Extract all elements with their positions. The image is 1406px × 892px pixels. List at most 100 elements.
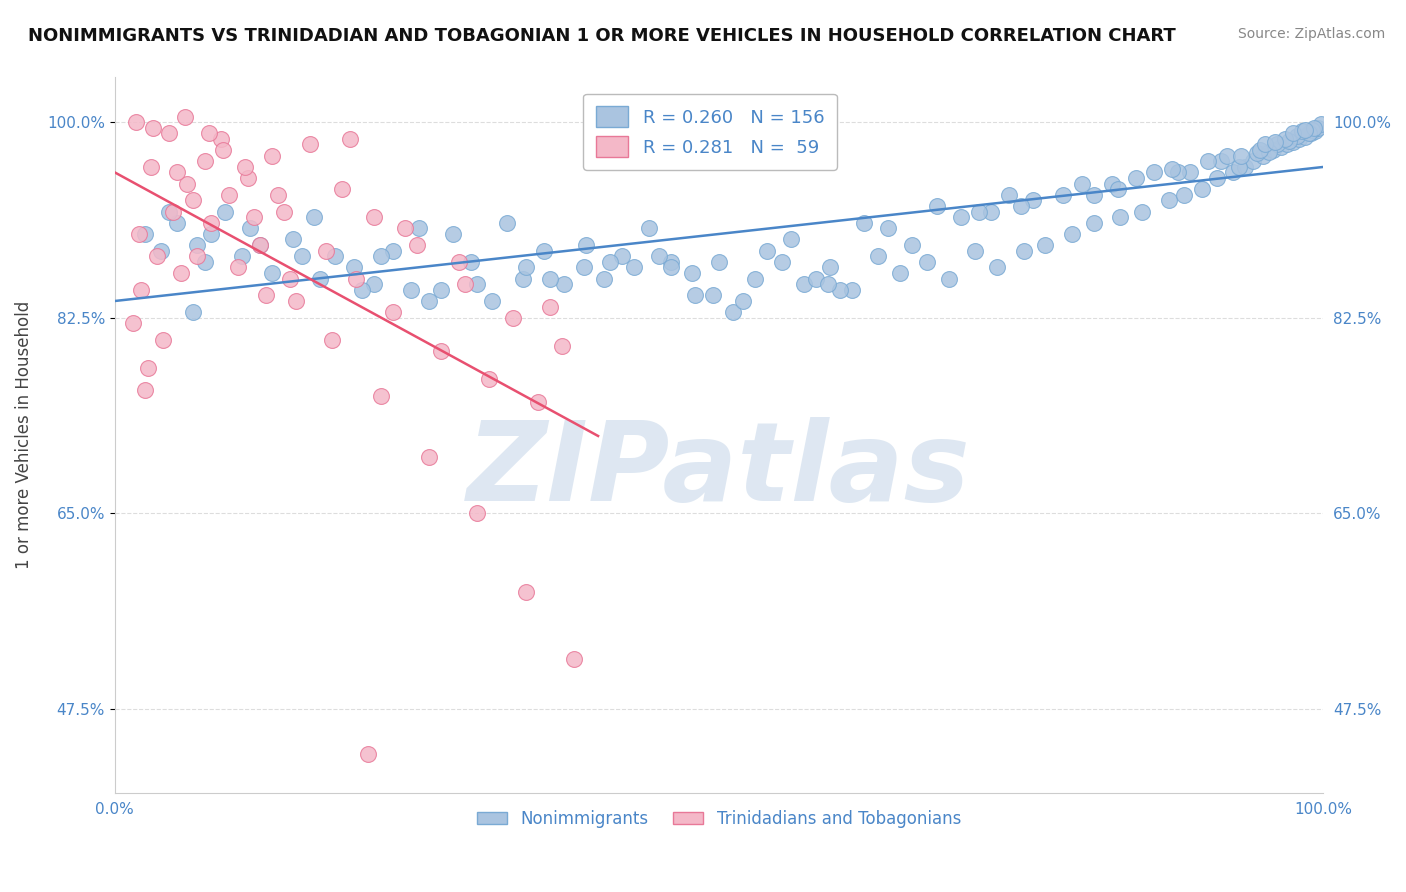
Point (142, 120, 165, 135)
Point (242, 210, 264, 224)
Point (1157, 194, 1180, 208)
Point (1191, 182, 1213, 196)
Point (170, 266, 193, 280)
Point (363, 277, 385, 292)
Point (260, 266, 283, 280)
Point (260, 149, 283, 163)
Point (707, 255, 730, 269)
Point (1167, 165, 1189, 179)
Point (1197, 154, 1219, 169)
Point (793, 277, 815, 292)
Point (817, 277, 839, 292)
Point (1060, 227, 1083, 241)
Point (1265, 137, 1288, 152)
Text: NONIMMIGRANTS VS TRINIDADIAN AND TOBAGONIAN 1 OR MORE VEHICLES IN HOUSEHOLD CORR: NONIMMIGRANTS VS TRINIDADIAN AND TOBAGON… (28, 27, 1175, 45)
Point (460, 255, 482, 269)
Point (267, 187, 290, 202)
Point (146, 249, 169, 263)
Point (1241, 154, 1264, 169)
Point (1257, 145, 1279, 160)
Point (200, 216, 222, 230)
Point (186, 238, 208, 252)
Point (418, 293, 440, 308)
Point (299, 137, 322, 152)
Point (481, 293, 503, 308)
Point (647, 249, 669, 263)
Point (152, 333, 174, 347)
Point (1282, 126, 1305, 140)
Point (1278, 134, 1301, 148)
Point (323, 249, 346, 263)
Point (399, 283, 422, 297)
Point (162, 204, 184, 219)
Point (181, 305, 204, 319)
Point (1052, 187, 1074, 202)
Point (526, 394, 548, 409)
Point (1302, 120, 1324, 135)
Point (478, 372, 501, 386)
Point (273, 204, 295, 219)
Legend: Nonimmigrants, Trinidadians and Tobagonians: Nonimmigrants, Trinidadians and Tobagoni… (470, 803, 967, 834)
Point (302, 210, 325, 224)
Point (166, 216, 188, 230)
Point (134, 384, 156, 398)
Point (149, 244, 172, 258)
Point (1249, 143, 1271, 157)
Point (441, 227, 464, 241)
Point (381, 305, 404, 319)
Point (283, 232, 305, 246)
Point (330, 182, 353, 196)
Point (1233, 160, 1256, 174)
Point (226, 260, 249, 275)
Point (357, 747, 380, 761)
Point (1246, 146, 1268, 161)
Point (828, 283, 851, 297)
Point (430, 344, 453, 359)
Point (1288, 132, 1310, 146)
Point (868, 249, 890, 263)
Point (449, 255, 471, 269)
Point (659, 255, 682, 269)
Point (551, 338, 574, 352)
Point (465, 277, 488, 292)
Point (733, 293, 755, 308)
Point (1070, 177, 1092, 191)
Point (1294, 129, 1316, 144)
Point (1222, 165, 1244, 179)
Point (877, 221, 900, 235)
Point (515, 584, 537, 599)
Point (599, 255, 621, 269)
Point (1291, 124, 1313, 138)
Point (418, 450, 440, 465)
Point (121, 316, 143, 330)
Point (723, 305, 745, 319)
Point (702, 288, 724, 302)
Point (394, 221, 416, 235)
Point (1215, 149, 1237, 163)
Point (352, 283, 374, 297)
Point (1227, 160, 1250, 174)
Point (1285, 128, 1308, 143)
Point (239, 221, 262, 235)
Point (538, 300, 561, 314)
Point (209, 132, 232, 146)
Point (512, 271, 534, 285)
Point (980, 204, 1002, 219)
Point (1230, 149, 1253, 163)
Point (818, 260, 841, 275)
Point (612, 249, 634, 263)
Point (1206, 171, 1229, 186)
Point (901, 238, 924, 252)
Point (683, 288, 706, 302)
Point (212, 143, 235, 157)
Point (129, 283, 152, 297)
Point (173, 110, 195, 124)
Point (166, 165, 188, 179)
Point (370, 389, 392, 403)
Point (681, 266, 703, 280)
Point (1254, 137, 1277, 152)
Point (538, 271, 561, 285)
Point (139, 160, 162, 174)
Point (593, 271, 616, 285)
Point (465, 506, 488, 520)
